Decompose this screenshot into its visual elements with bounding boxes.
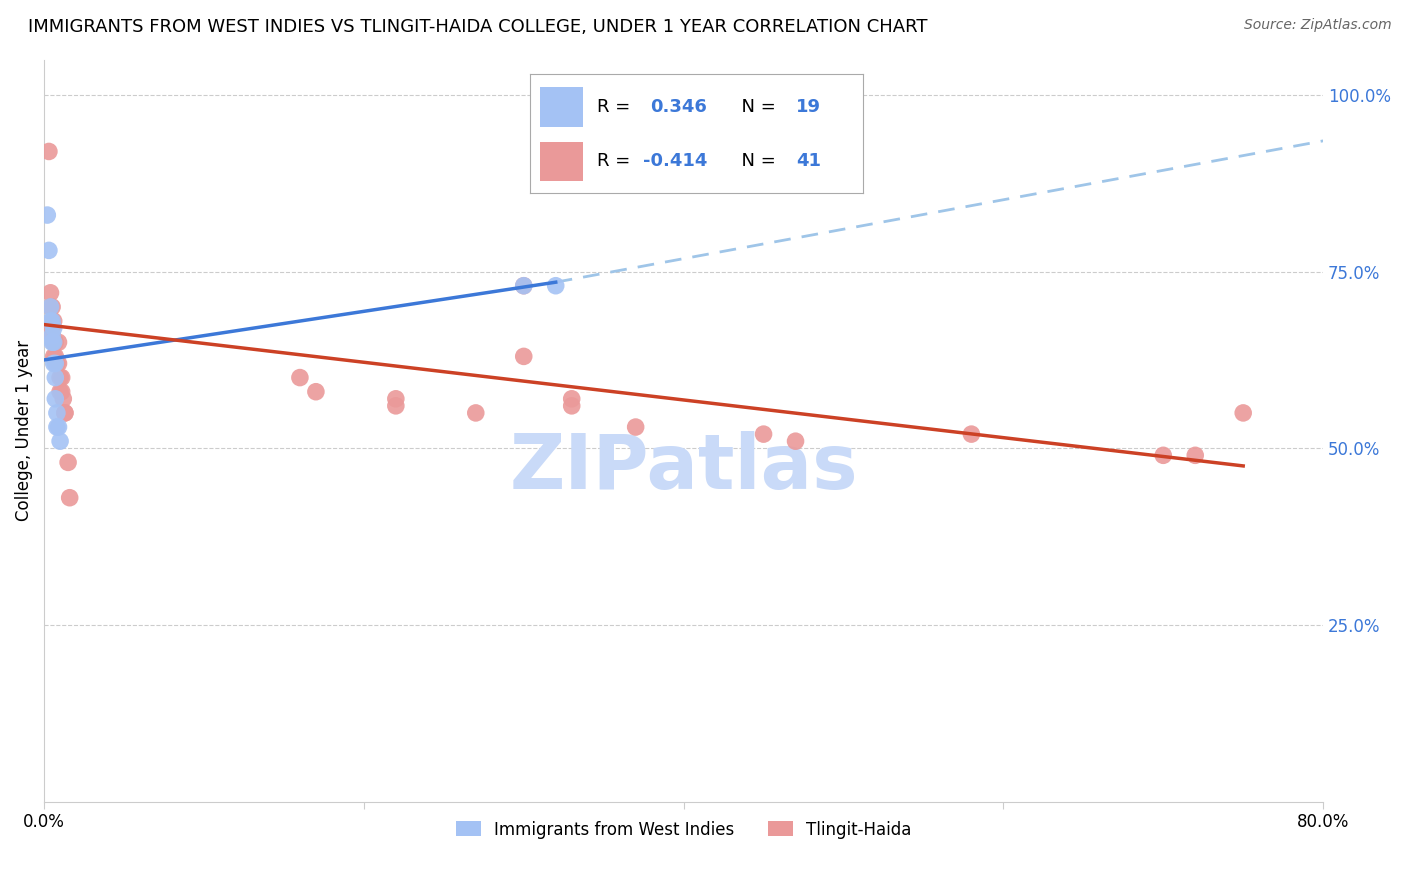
Point <box>56 455 79 469</box>
Point <box>41 314 63 328</box>
Point <box>41 328 63 343</box>
Point <box>44 335 66 350</box>
Point <box>41 335 63 350</box>
Point <box>752 427 775 442</box>
Legend: Immigrants from West Indies, Tlingit-Haida: Immigrants from West Indies, Tlingit-Hai… <box>449 814 918 846</box>
Point <box>1184 448 1206 462</box>
Point <box>544 278 567 293</box>
Point <box>42 321 65 335</box>
Point <box>42 314 65 328</box>
Point <box>44 350 66 364</box>
Point <box>513 278 536 293</box>
Point <box>37 208 59 222</box>
Point <box>48 420 70 434</box>
Point <box>44 370 66 384</box>
Point <box>513 350 536 364</box>
Text: Source: ZipAtlas.com: Source: ZipAtlas.com <box>1244 18 1392 32</box>
Point <box>44 392 66 406</box>
Point <box>45 406 67 420</box>
Point <box>39 285 62 300</box>
Point <box>53 406 76 420</box>
Point <box>385 399 408 413</box>
Point <box>42 335 65 350</box>
Point <box>51 370 73 384</box>
Point <box>53 406 76 420</box>
Point <box>464 406 486 420</box>
Point <box>561 392 583 406</box>
Text: ZIPatlas: ZIPatlas <box>509 431 858 505</box>
Point <box>513 278 536 293</box>
Point <box>49 434 72 449</box>
Point <box>39 314 62 328</box>
Point <box>49 384 72 399</box>
Point <box>41 300 63 314</box>
Point <box>42 335 65 350</box>
Point <box>42 335 65 350</box>
Point <box>288 370 311 384</box>
Point <box>624 420 647 434</box>
Point <box>48 356 70 370</box>
Point <box>45 420 67 434</box>
Y-axis label: College, Under 1 year: College, Under 1 year <box>15 340 32 521</box>
Point <box>960 427 983 442</box>
Point <box>39 300 62 314</box>
Point <box>45 356 67 370</box>
Point <box>1152 448 1174 462</box>
Point <box>38 244 60 258</box>
Point <box>1232 406 1254 420</box>
Point <box>48 335 70 350</box>
Point <box>41 328 63 343</box>
Point <box>51 384 73 399</box>
Point <box>52 392 75 406</box>
Point <box>41 321 63 335</box>
Point <box>42 350 65 364</box>
Point <box>49 370 72 384</box>
Point <box>44 356 66 370</box>
Point <box>385 392 408 406</box>
Point <box>42 356 65 370</box>
Point <box>41 314 63 328</box>
Point <box>305 384 328 399</box>
Point <box>785 434 807 449</box>
Point <box>59 491 82 505</box>
Text: IMMIGRANTS FROM WEST INDIES VS TLINGIT-HAIDA COLLEGE, UNDER 1 YEAR CORRELATION C: IMMIGRANTS FROM WEST INDIES VS TLINGIT-H… <box>28 18 928 36</box>
Point <box>39 300 62 314</box>
Point <box>561 399 583 413</box>
Point <box>38 145 60 159</box>
